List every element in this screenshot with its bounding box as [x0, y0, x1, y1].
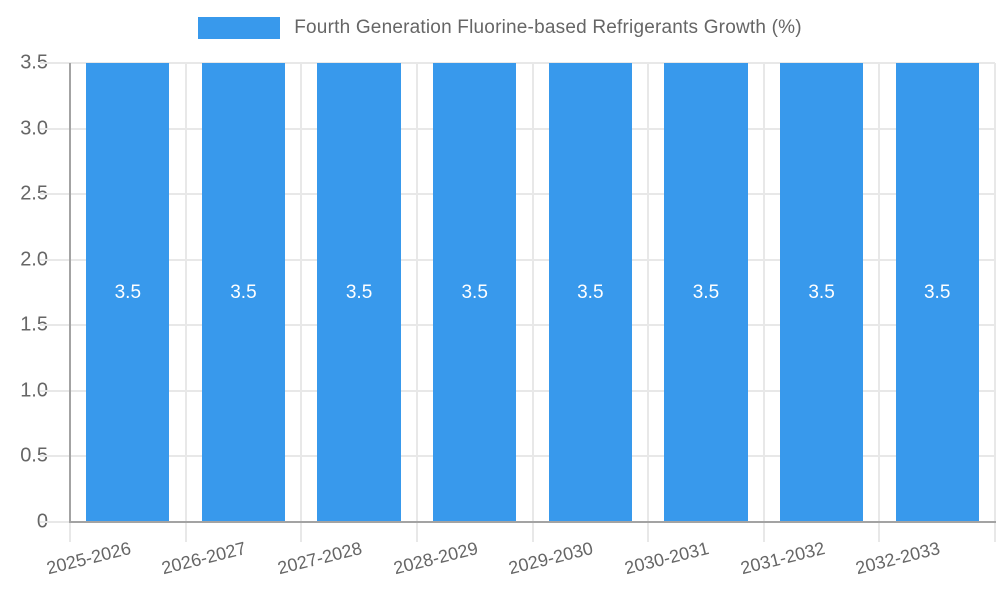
x-tick-label: 2027-2028 — [275, 538, 364, 579]
y-tick-label: 3.0 — [20, 117, 48, 140]
y-gridline — [40, 324, 995, 327]
y-gridline — [40, 389, 995, 392]
y-gridline — [40, 127, 995, 130]
bar-value-label: 3.5 — [461, 281, 488, 303]
y-gridline — [40, 193, 995, 196]
legend[interactable]: Fourth Generation Fluorine-based Refrige… — [0, 17, 1000, 39]
bar-series: 3.5 3.5 3.5 3.5 3.5 — [70, 63, 995, 522]
category-slot: 3.5 — [533, 63, 649, 522]
legend-label[interactable]: Fourth Generation Fluorine-based Refrige… — [294, 17, 802, 38]
plot-area: 3.5 3.5 3.5 3.5 3.5 — [40, 62, 996, 542]
bar-value-label: 3.5 — [114, 281, 142, 303]
bar-value-label: 3.5 — [923, 281, 951, 303]
bar[interactable]: 3.5 — [895, 63, 979, 522]
y-tick-zero — [40, 521, 70, 523]
x-gridline — [415, 63, 418, 542]
y-tick-label: 1.5 — [20, 313, 48, 336]
category-slot: 3.5 — [186, 63, 302, 522]
bar[interactable]: 3.5 — [433, 63, 517, 522]
category-slot: 3.5 — [301, 63, 417, 522]
bar-value-label: 3.5 — [692, 281, 720, 303]
x-tick-label: 2030-2031 — [622, 538, 711, 579]
bar[interactable]: 3.5 — [779, 63, 864, 522]
x-axis-line — [69, 521, 996, 523]
category-slot: 3.5 — [70, 63, 186, 522]
bar-value-label: 3.5 — [808, 281, 835, 303]
bar[interactable]: 3.5 — [664, 63, 748, 522]
x-tick-label: 2032-2033 — [853, 538, 942, 579]
y-tick-label: 2.0 — [20, 248, 48, 271]
y-tick-label: 2.5 — [20, 182, 48, 205]
category-slot: 3.5 — [648, 63, 764, 522]
x-gridline — [762, 63, 765, 542]
legend-swatch[interactable] — [198, 17, 281, 39]
y-tick-label: 0.5 — [20, 444, 48, 467]
x-tick-label: 2026-2027 — [159, 538, 248, 579]
y-axis-line — [69, 63, 71, 522]
y-tick-label: 1.0 — [20, 379, 48, 402]
bar-value-label: 3.5 — [345, 281, 373, 303]
category-slot: 3.5 — [879, 63, 995, 522]
x-tick-label: 2031-2032 — [738, 538, 827, 579]
bar-value-label: 3.5 — [577, 281, 604, 303]
y-gridline — [40, 455, 995, 458]
bar[interactable]: 3.5 — [86, 63, 170, 522]
x-gridline — [647, 63, 650, 542]
bar[interactable]: 3.5 — [201, 63, 286, 522]
y-axis-tick-labels: 3.5 3.0 2.5 2.0 1.5 1.0 0.5 0 — [0, 52, 48, 533]
x-gridline — [300, 63, 303, 542]
x-gridline — [994, 63, 996, 542]
x-gridline — [184, 63, 187, 542]
x-tick-label: 2029-2030 — [506, 538, 595, 579]
x-gridline — [878, 63, 881, 542]
x-gridline — [531, 63, 534, 542]
category-slot: 3.5 — [417, 63, 533, 522]
y-gridline — [40, 62, 995, 64]
bar[interactable]: 3.5 — [548, 63, 632, 522]
x-tick-label: 2025-2026 — [44, 538, 133, 579]
category-slot: 3.5 — [764, 63, 880, 522]
y-gridline — [40, 258, 995, 261]
bar-value-label: 3.5 — [230, 281, 257, 303]
y-tick-label: 3.5 — [20, 51, 48, 74]
x-tick-label: 2028-2029 — [391, 538, 480, 579]
bar[interactable]: 3.5 — [317, 63, 401, 522]
